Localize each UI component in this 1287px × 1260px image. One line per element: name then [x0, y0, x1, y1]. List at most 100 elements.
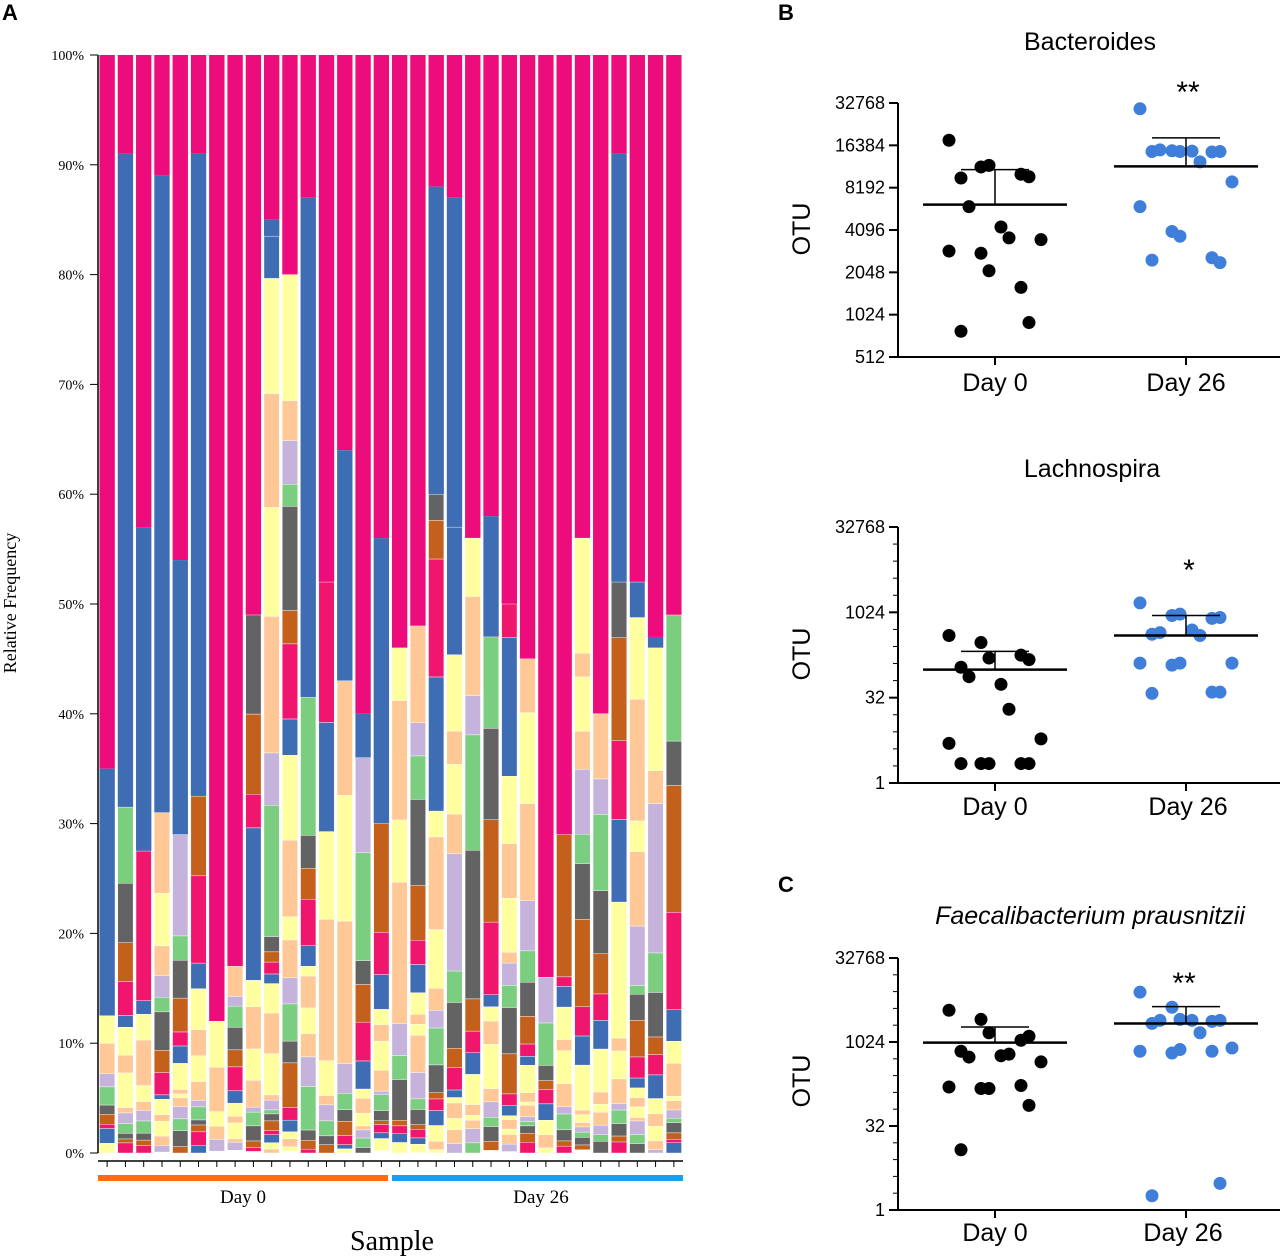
stacked-bar [300, 55, 317, 1154]
bar-segment [464, 1074, 481, 1105]
bar-segment [300, 899, 317, 946]
bar-segment [556, 1145, 573, 1154]
bar-segment-pink [574, 55, 591, 539]
bar-segment-pink [410, 55, 426, 626]
bar-segment [647, 952, 664, 993]
bar-segment [592, 953, 609, 995]
bar-segment [556, 1140, 573, 1147]
bar-segment [483, 994, 499, 1008]
bar-segment [318, 1135, 335, 1145]
bar-segment [99, 1086, 116, 1106]
y-tick-label: 1024 [845, 1032, 885, 1052]
bar-segment [227, 996, 243, 1007]
y-tick-label: 8192 [845, 178, 885, 198]
bar-segment-pink [647, 55, 664, 637]
bar-segment [483, 819, 499, 923]
bar-segment [428, 494, 445, 521]
bar-segment [318, 581, 335, 723]
bar-segment-pink [556, 55, 572, 835]
bar-segment [336, 1093, 353, 1110]
data-point [1002, 231, 1016, 245]
panel-b-bacteroides: Bacteroides OTU Day 0 Day 26 ** 512 1024 2… [788, 28, 1280, 397]
bar-segment [592, 1125, 609, 1135]
bar-segment [519, 658, 536, 714]
bar-segment [227, 1142, 243, 1151]
bar-segment [263, 235, 280, 279]
bar-segment [592, 1104, 609, 1113]
bar-segment [135, 1014, 152, 1041]
bar-segment [300, 1086, 317, 1131]
bar-segment [263, 961, 280, 975]
bar-segment [410, 755, 426, 800]
bar-segment [665, 785, 682, 913]
bar-segment [446, 730, 463, 765]
bar-segment [282, 755, 298, 841]
bar-segment [410, 1072, 426, 1100]
panel-label-a: A [2, 0, 18, 25]
bar-segment-pink [611, 55, 627, 154]
stacked-bar [154, 55, 170, 1153]
bar-segment [483, 636, 499, 729]
bar-segment [519, 1043, 536, 1057]
bar-segment [373, 1009, 390, 1025]
bar-segment [172, 1097, 189, 1107]
bar-segment [611, 1037, 627, 1052]
bar-segment [263, 983, 280, 1014]
data-point [1153, 626, 1167, 640]
data-point [1145, 253, 1159, 267]
bar-segment-pink [227, 55, 243, 967]
y-axis-label: Relative Frequency [0, 533, 20, 673]
bar-segment [190, 1029, 207, 1057]
bar-segment [336, 1109, 353, 1122]
data-point [1133, 102, 1147, 116]
data-point [942, 1003, 956, 1017]
bar-segment [574, 919, 591, 1008]
bar-segment [464, 537, 481, 597]
y-tick-label: 20% [58, 927, 84, 942]
bar-segment [172, 1106, 189, 1120]
bar-segment [154, 812, 170, 894]
bar-segment [355, 1112, 371, 1127]
bar-segment [336, 1063, 353, 1094]
bar-segment [501, 952, 518, 964]
bar-segment [282, 484, 298, 507]
lachnospira-category-day26: Day 26 [1148, 793, 1227, 821]
bar-segment [263, 1099, 280, 1111]
bar-segment [263, 393, 280, 508]
bar-segment [300, 966, 317, 977]
bar-segment [300, 1129, 317, 1141]
bar-segment-blue [611, 153, 627, 583]
bar-segment [410, 1129, 426, 1139]
bar-segment [373, 1132, 390, 1139]
bar-segment [135, 1145, 152, 1154]
bar-segment-blue [263, 219, 280, 237]
bar-segment [446, 853, 463, 972]
bar-segment [519, 900, 536, 952]
bar-segment [391, 700, 408, 821]
bar-segment [135, 850, 152, 1002]
panel-label-c: C [778, 872, 794, 897]
bar-segment [355, 1088, 371, 1099]
bar-segment [391, 1125, 408, 1134]
bar-segment [665, 1063, 682, 1097]
bar-segment [245, 1140, 262, 1148]
bar-segment-pink [136, 55, 152, 528]
y-tick-label: 40% [58, 708, 84, 723]
bar-segment [373, 823, 390, 933]
data-point [982, 158, 996, 172]
bar-segment [428, 558, 445, 678]
bar-segment [117, 1112, 134, 1124]
bar-segment-blue [117, 153, 134, 808]
bar-segment [647, 770, 664, 804]
data-point [1133, 985, 1147, 999]
bacteroides-category-day26: Day 26 [1146, 369, 1225, 397]
bar-segment [464, 1128, 481, 1144]
bar-segment [172, 1130, 189, 1147]
stacked-bar [501, 55, 518, 1152]
bacteroides-y-axis-label: OTU [788, 203, 816, 256]
data-point [1173, 607, 1187, 621]
bar-segment [263, 1109, 280, 1115]
bar-segment [629, 1097, 646, 1108]
bar-segment [446, 970, 463, 1003]
bar-segment-pink [209, 55, 225, 1022]
